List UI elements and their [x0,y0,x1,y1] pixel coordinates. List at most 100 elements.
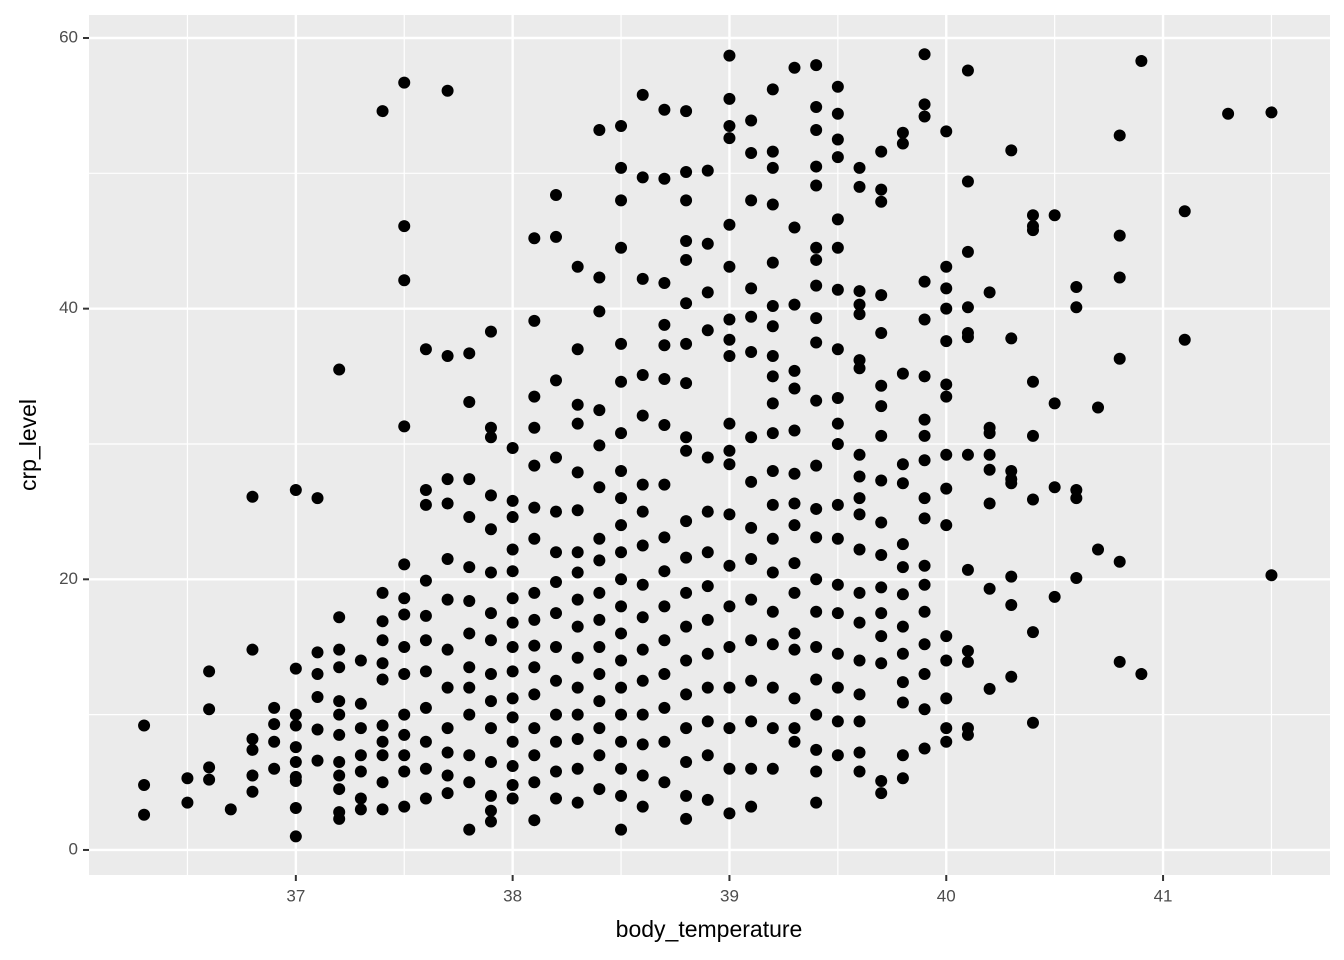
point [419,792,432,805]
point [354,749,367,762]
point [788,519,801,532]
point [398,220,411,233]
point [398,558,411,571]
point [636,800,649,813]
point [875,289,888,302]
point [701,749,714,762]
point [788,364,801,377]
point [853,298,866,311]
point [723,458,736,471]
point [354,697,367,710]
point [268,701,281,714]
point [268,718,281,731]
point [593,749,606,762]
point [723,681,736,694]
point [615,600,628,613]
point [723,132,736,145]
point [766,427,779,440]
x-tick-label: 37 [286,886,305,905]
point [810,459,823,472]
point [831,715,844,728]
point [398,608,411,621]
point [615,161,628,174]
point [788,557,801,570]
point [636,708,649,721]
point [961,301,974,314]
point [1092,543,1105,556]
point [918,370,931,383]
point [615,681,628,694]
point [419,634,432,647]
point [419,762,432,775]
point [289,719,302,732]
point [680,234,693,247]
point [593,271,606,284]
point [354,792,367,805]
point [615,573,628,586]
point [658,634,671,647]
point [1265,569,1278,582]
point [333,661,346,674]
point [593,695,606,708]
point [680,105,693,118]
point [333,643,346,656]
point [1026,493,1039,506]
point [615,735,628,748]
point [636,505,649,518]
point [441,593,454,606]
point [550,640,563,653]
point [745,553,758,566]
point [528,688,541,701]
point [875,379,888,392]
point [766,83,779,96]
point [333,769,346,782]
point [810,394,823,407]
point [983,427,996,440]
point [333,728,346,741]
point [636,674,649,687]
point [203,761,216,774]
point [333,756,346,769]
point [506,735,519,748]
point [550,576,563,589]
point [528,532,541,545]
point [745,715,758,728]
point [680,812,693,825]
point [398,765,411,778]
point [983,682,996,695]
point [745,521,758,534]
point [680,337,693,350]
point [1048,209,1061,222]
point [918,742,931,755]
point [571,260,584,273]
point [831,213,844,226]
point [615,823,628,836]
point [571,504,584,517]
point [289,662,302,675]
point [419,665,432,678]
point [983,582,996,595]
point [831,437,844,450]
point [181,796,194,809]
point [723,333,736,346]
point [918,110,931,123]
point [181,772,194,785]
point [441,643,454,656]
point [550,607,563,620]
point [810,312,823,325]
point [701,505,714,518]
point [1005,477,1018,490]
point [680,620,693,633]
point [354,654,367,667]
point [593,613,606,626]
point [528,586,541,599]
point [1026,375,1039,388]
x-tick-label: 40 [937,886,956,905]
point [831,343,844,356]
point [636,769,649,782]
point [831,578,844,591]
y-tick-label: 20 [59,569,78,588]
point [896,772,909,785]
point [1026,224,1039,237]
point [1026,429,1039,442]
